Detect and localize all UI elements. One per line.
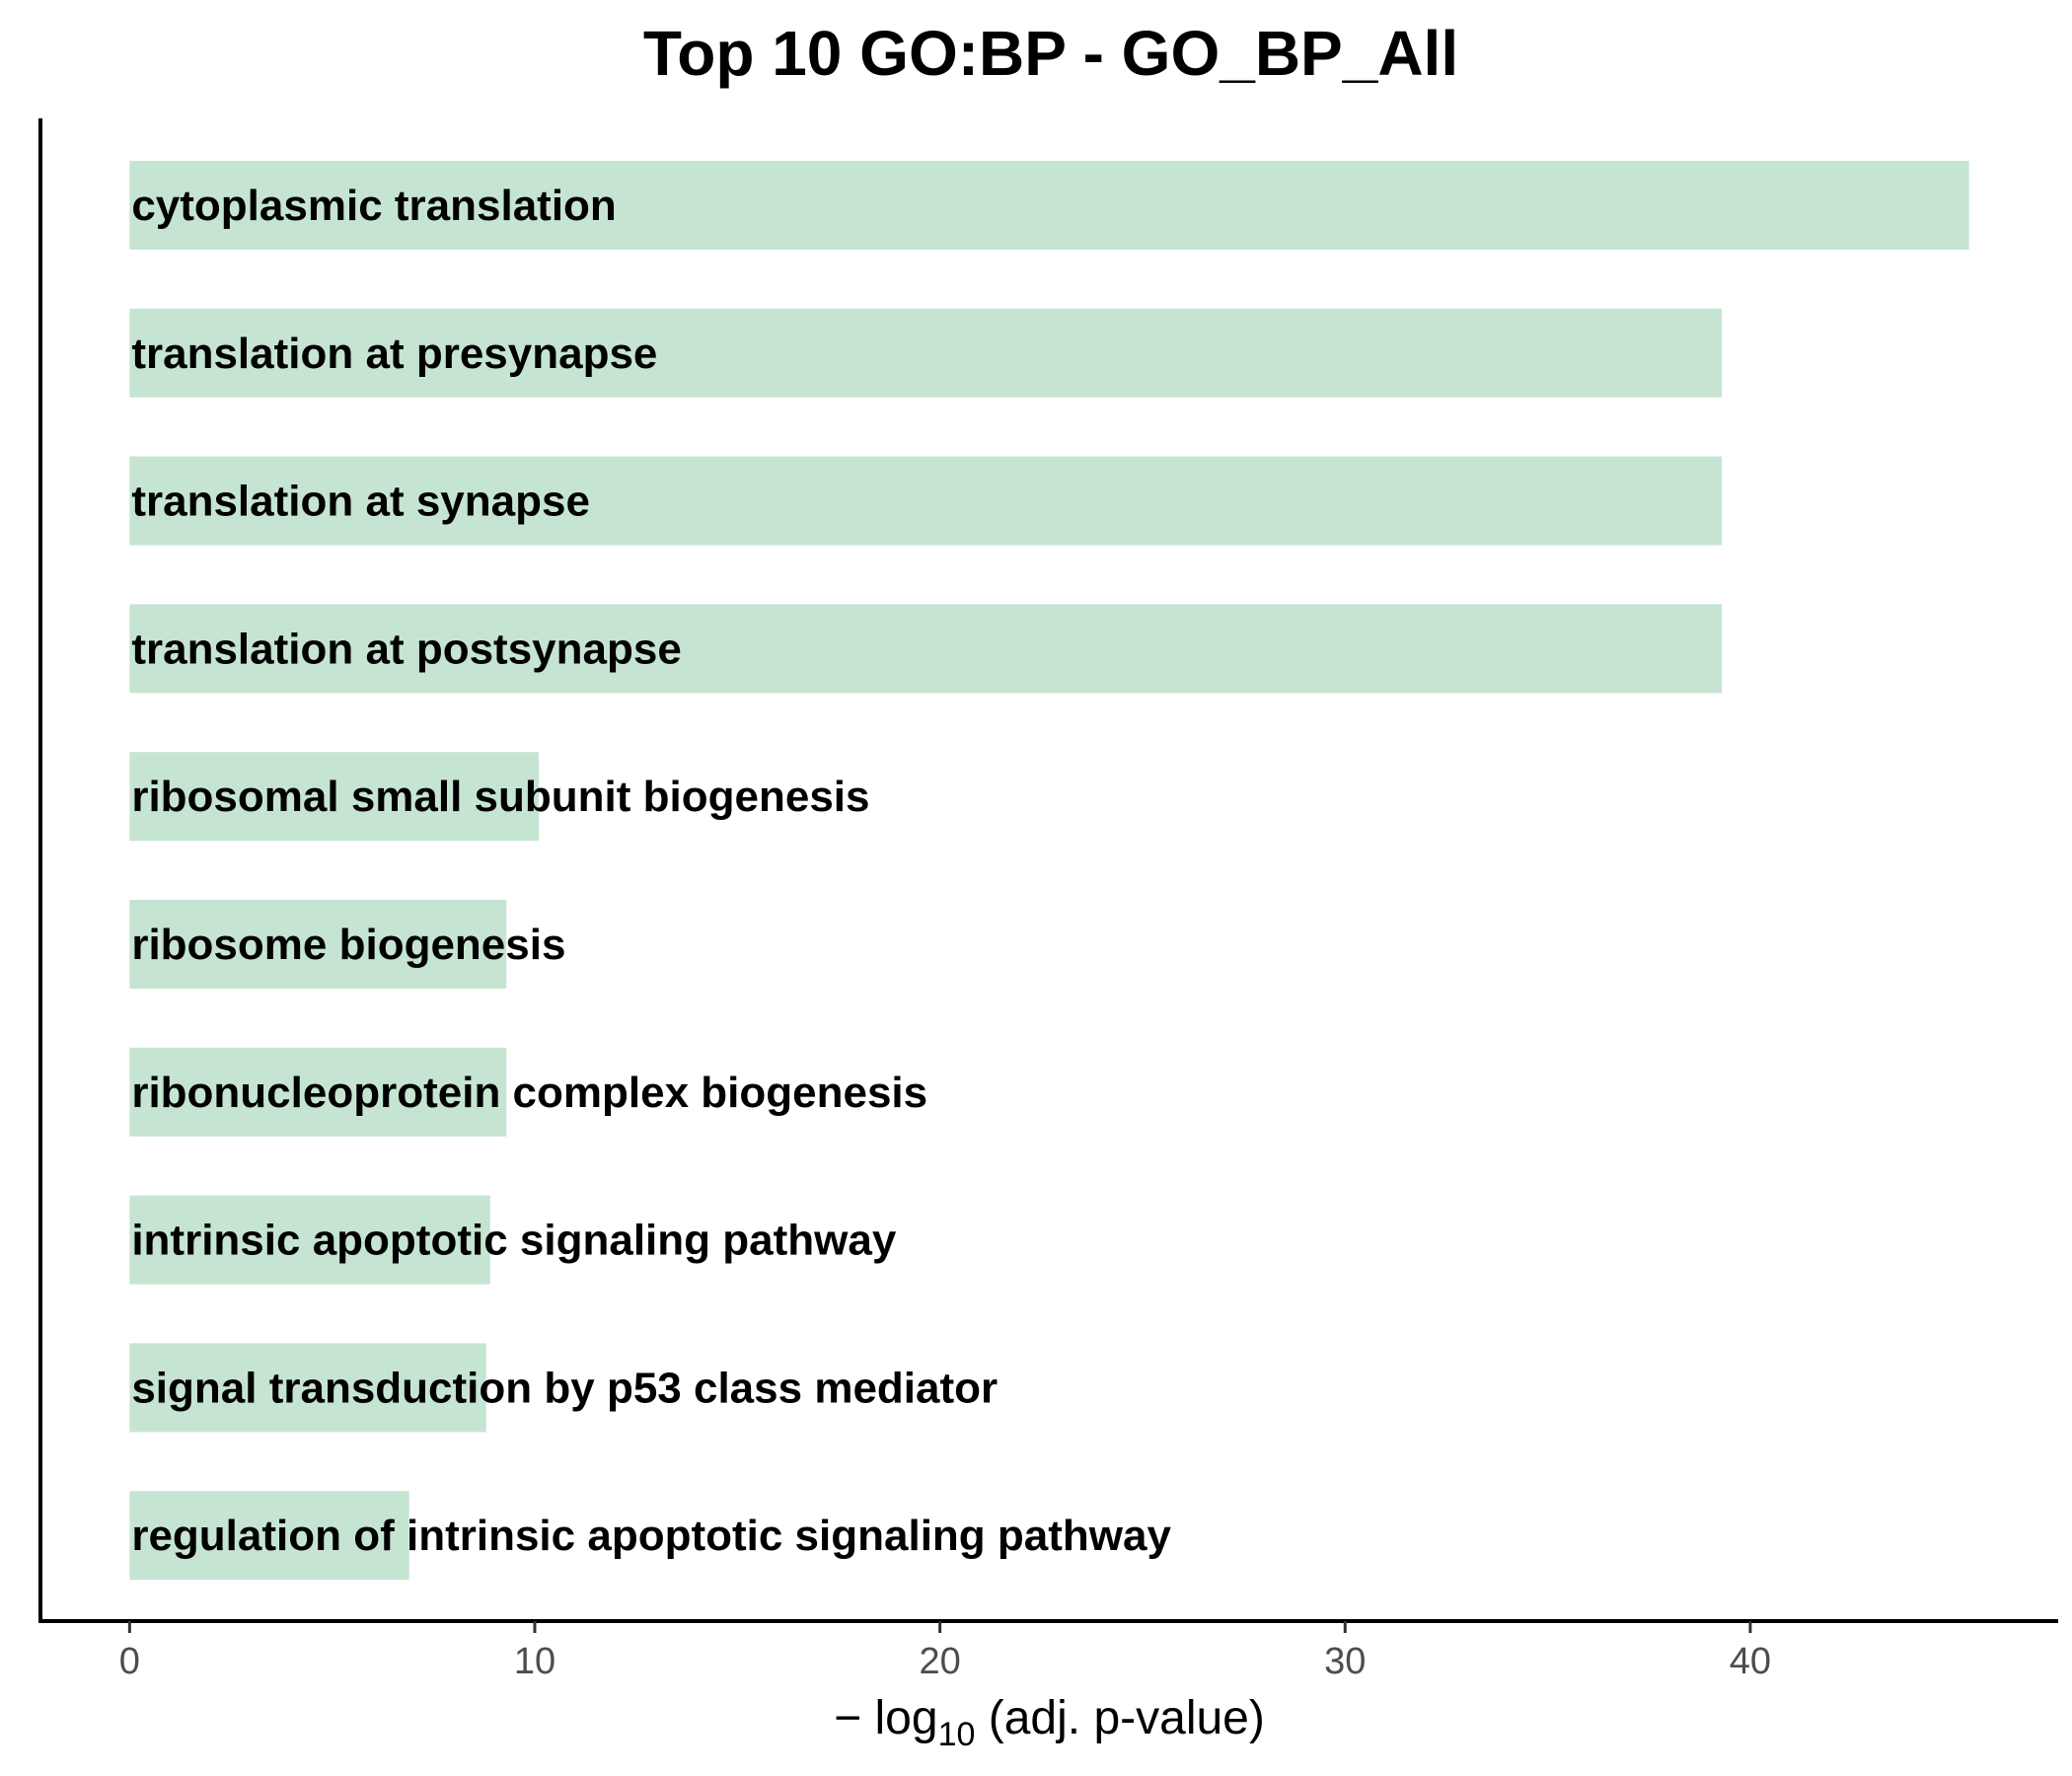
bar-label: regulation of intrinsic apoptotic signal… xyxy=(131,1512,1171,1560)
bar xyxy=(129,308,1723,398)
x-tick-label: 30 xyxy=(1324,1641,1366,1682)
bar xyxy=(129,1343,486,1433)
bar-label: signal transduction by p53 class mediato… xyxy=(131,1364,998,1412)
x-axis-title-subscript: 10 xyxy=(938,1716,976,1753)
x-tick-label: 0 xyxy=(119,1641,140,1682)
bar xyxy=(129,456,1723,546)
bar-label: ribonucleoprotein complex biogenesis xyxy=(131,1069,927,1117)
x-axis-title-suffix: (adj. p-value) xyxy=(975,1692,1264,1744)
bar-label: translation at postsynapse xyxy=(131,625,681,673)
chart-title: Top 10 GO:BP - GO_BP_All xyxy=(643,18,1458,89)
bar xyxy=(129,752,540,842)
bar-label: translation at presynapse xyxy=(131,330,657,378)
bar xyxy=(129,604,1723,694)
x-tick-label: 40 xyxy=(1730,1641,1771,1682)
bar xyxy=(129,161,1969,250)
x-tick-label: 10 xyxy=(514,1641,555,1682)
bars-layer xyxy=(129,161,1969,1581)
bar-labels-layer: cytoplasmic translation translation at pr… xyxy=(131,182,1171,1560)
x-axis-ticks: 0 10 20 30 40 xyxy=(119,1621,1771,1682)
x-axis-title: − log10 (adj. p-value) xyxy=(834,1692,1265,1753)
bar-label: ribosome biogenesis xyxy=(131,921,565,969)
bar xyxy=(129,1195,490,1285)
bar-label: ribosomal small subunit biogenesis xyxy=(131,773,869,821)
bar-label: translation at synapse xyxy=(131,478,590,526)
bar-label: intrinsic apoptotic signaling pathway xyxy=(131,1217,896,1265)
bar-label: cytoplasmic translation xyxy=(131,182,616,230)
bar xyxy=(129,1491,409,1581)
bar xyxy=(129,1047,507,1137)
x-axis-title-main: − log xyxy=(834,1692,937,1744)
x-tick-label: 20 xyxy=(919,1641,960,1682)
bar xyxy=(129,900,507,989)
